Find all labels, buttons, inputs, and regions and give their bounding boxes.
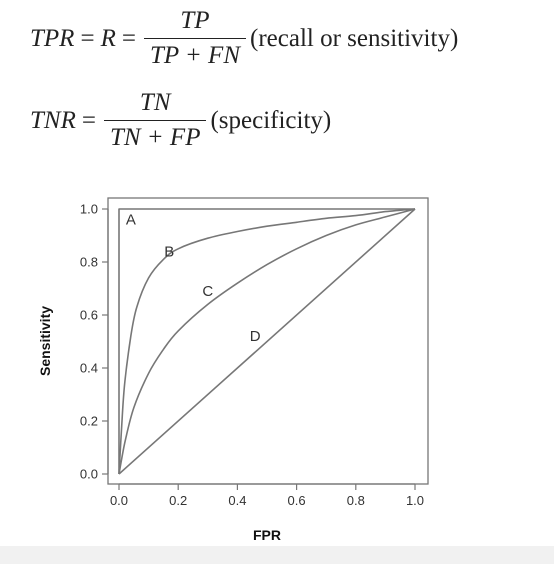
formula-tnr: TNR = TN TN + FP (specificity): [30, 88, 331, 153]
x-tick-label: 1.0: [406, 493, 424, 508]
curve-labels: A B C D: [126, 212, 261, 346]
formula-tpr-note: (recall or sensitivity): [250, 24, 459, 52]
formula-tpr-denominator: TP + FN: [143, 38, 246, 71]
curve-label-a: A: [126, 212, 136, 229]
formula-tnr-lhs: TNR: [30, 106, 76, 134]
formula-tpr-numerator: TP: [180, 7, 210, 34]
formula-tpr-mid: R: [100, 24, 116, 52]
y-tick-label: 0.2: [80, 414, 98, 429]
curve-label-d: D: [250, 328, 261, 345]
y-tick-label: 0.0: [80, 467, 98, 482]
roc-curves: [118, 208, 416, 475]
x-tick-label: 0.4: [228, 493, 246, 508]
y-tick-label: 1.0: [80, 202, 98, 217]
x-tick-label: 0.8: [347, 493, 365, 508]
equals-sign: =: [81, 106, 96, 134]
y-tick-label: 0.6: [80, 308, 98, 323]
x-tick-label: 0.0: [110, 493, 128, 508]
equals-sign: =: [121, 24, 136, 52]
x-tick-label: 0.6: [288, 493, 306, 508]
y-axis-label: Sensitivity: [37, 306, 53, 376]
curve-label-c: C: [202, 283, 213, 300]
x-axis-label: FPR: [253, 527, 281, 543]
curve-label-b: B: [164, 243, 174, 260]
formula-tnr-note: (specificity): [210, 106, 332, 134]
formula-tnr-denominator: TN + FP: [103, 120, 207, 153]
bottom-band: [0, 546, 554, 564]
formula-tpr: TPR = R = TP TP + FN (recall or sensitiv…: [30, 6, 458, 71]
equals-sign: =: [80, 24, 95, 52]
formula-tnr-fraction: TN TN + FP: [103, 88, 207, 153]
formula-tpr-lhs: TPR: [30, 24, 75, 52]
roc-curve-c: [118, 208, 416, 475]
roc-curve-a: [118, 208, 415, 474]
formula-tnr-numerator: TN: [139, 89, 171, 116]
x-tick-label: 0.2: [169, 493, 187, 508]
y-tick-label: 0.4: [80, 361, 98, 376]
formula-tpr-fraction: TP TP + FN: [143, 6, 246, 71]
roc-curve-d: [118, 208, 416, 475]
y-tick-label: 0.8: [80, 255, 98, 270]
roc-curve-b: [118, 208, 416, 475]
axis-ticks: 0.0 0.2 0.4 0.6 0.8 1.0 0.0 0.2 0.4 0.6 0.8 1.0: [80, 202, 424, 509]
